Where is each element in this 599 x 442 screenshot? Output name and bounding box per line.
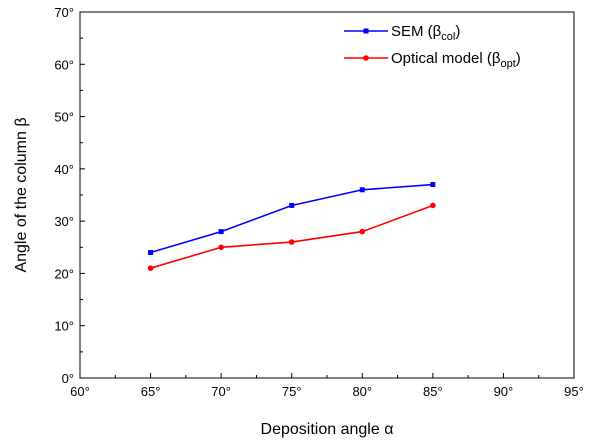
series-optical-point bbox=[359, 229, 365, 235]
series-optical-point bbox=[218, 244, 224, 250]
y-tick-label: 30° bbox=[54, 214, 74, 229]
series-optical-line bbox=[151, 205, 433, 268]
series-sem-point bbox=[360, 187, 365, 192]
x-tick-label: 80° bbox=[352, 384, 372, 399]
x-tick-label: 70° bbox=[211, 384, 231, 399]
y-tick-label: 10° bbox=[54, 319, 74, 334]
y-tick-label: 20° bbox=[54, 266, 74, 281]
legend-optical-label-sub: opt bbox=[501, 58, 516, 70]
series-sem-point bbox=[430, 182, 435, 187]
series-optical-point bbox=[148, 265, 154, 271]
legend-optical-label-end: ) bbox=[516, 50, 521, 67]
legend-optical-label: Optical model (βopt) bbox=[391, 50, 521, 70]
x-tick-label: 75° bbox=[282, 384, 302, 399]
x-tick-label: 65° bbox=[141, 384, 161, 399]
legend-sem-label-end: ) bbox=[455, 23, 460, 40]
x-tick-label: 95° bbox=[564, 384, 584, 399]
y-tick-label: 60° bbox=[54, 57, 74, 72]
legend-sem-label: SEM (βcol) bbox=[391, 23, 460, 43]
legend-sem-swatch-marker bbox=[364, 29, 369, 34]
x-tick-label: 60° bbox=[70, 384, 90, 399]
y-tick-label: 70° bbox=[54, 5, 74, 20]
y-axis-title: Angle of the column β bbox=[13, 117, 30, 272]
legend-sem-label-sub: col bbox=[441, 31, 455, 43]
series-sem-point bbox=[219, 229, 224, 234]
legend-optical-swatch-marker bbox=[363, 55, 369, 61]
series-group bbox=[148, 182, 436, 271]
series-sem-point bbox=[148, 250, 153, 255]
series-optical-point bbox=[289, 239, 295, 245]
y-tick-label: 0° bbox=[62, 371, 74, 386]
x-tick-label: 85° bbox=[423, 384, 443, 399]
x-tick-label: 90° bbox=[494, 384, 514, 399]
legend-optical-label-main: Optical model (β bbox=[391, 50, 501, 67]
legend-sem-label-main: SEM (β bbox=[391, 23, 442, 40]
series-optical-point bbox=[430, 203, 436, 209]
legend: SEM (βcol)Optical model (βopt) bbox=[344, 23, 521, 70]
y-tick-label: 50° bbox=[54, 110, 74, 125]
y-tick-label: 40° bbox=[54, 162, 74, 177]
x-axis-title: Deposition angle α bbox=[261, 421, 394, 438]
series-sem-point bbox=[289, 203, 294, 208]
